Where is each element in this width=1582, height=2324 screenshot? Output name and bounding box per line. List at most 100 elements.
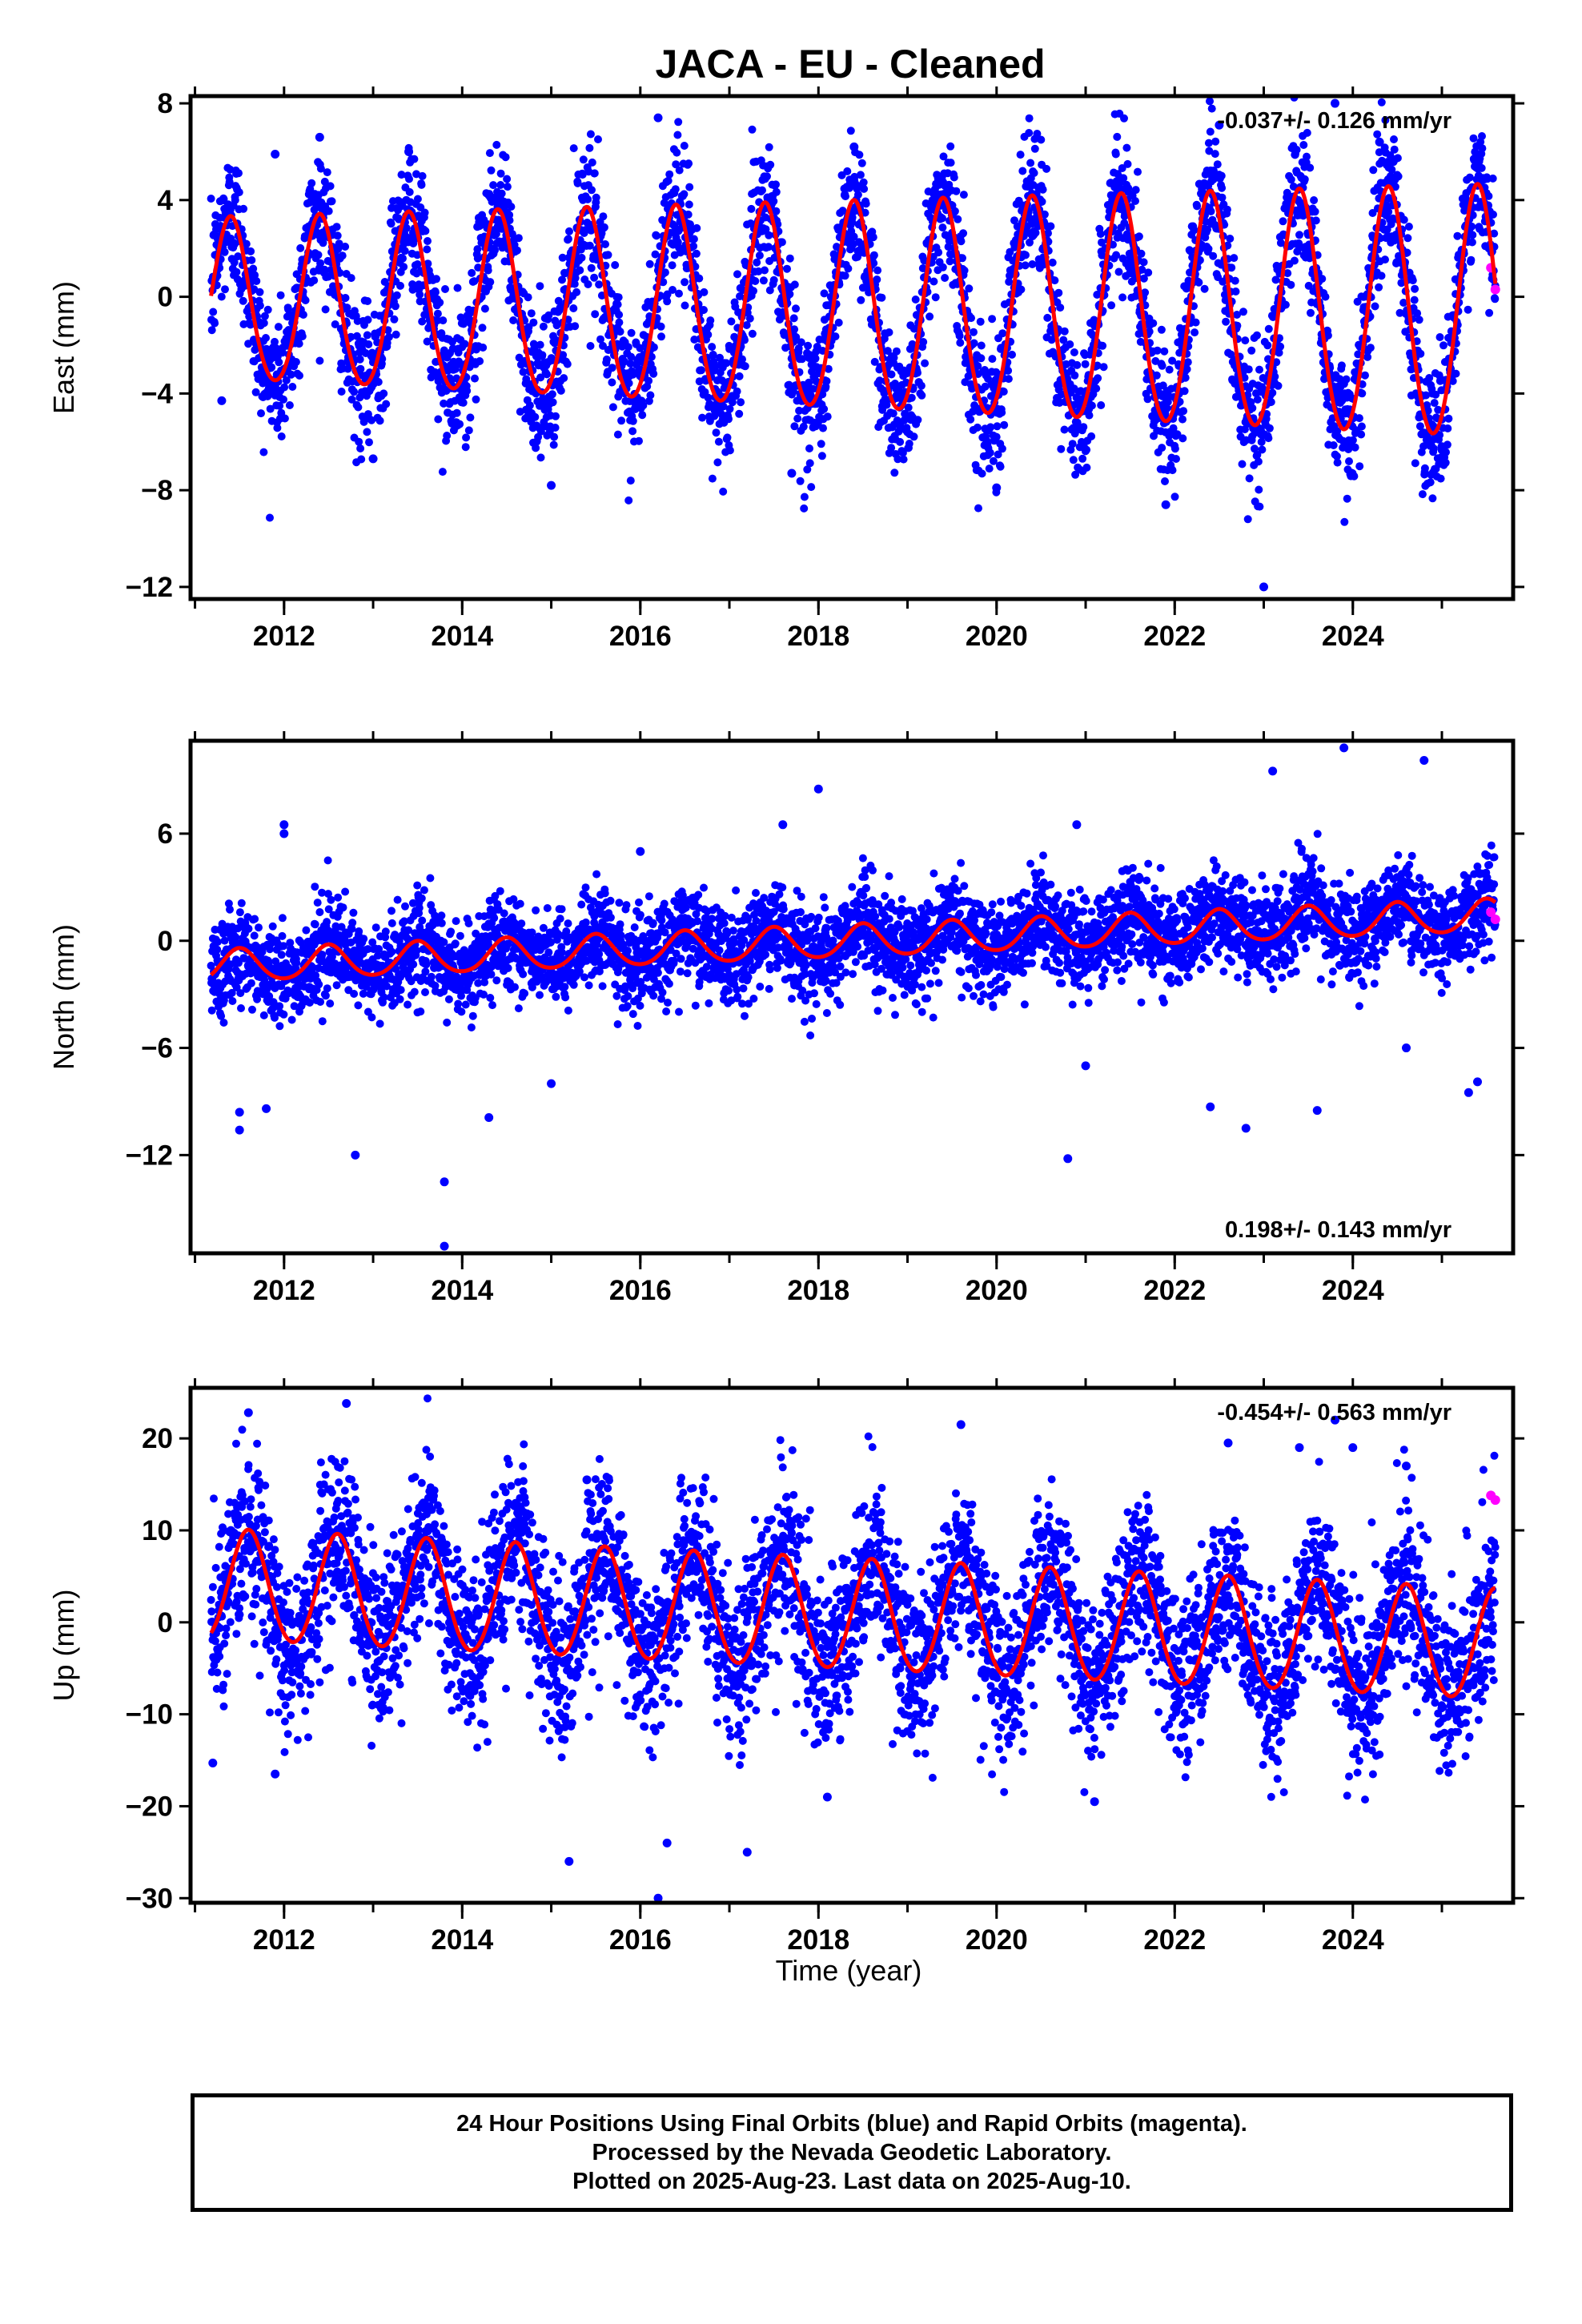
data-point xyxy=(1390,145,1399,154)
rate-annotation: -0.037+/- 0.126 mm/yr xyxy=(1217,108,1452,134)
data-point xyxy=(800,493,809,501)
data-point xyxy=(1050,276,1059,285)
data-point xyxy=(834,318,843,327)
data-point xyxy=(599,341,607,350)
data-point xyxy=(957,237,966,246)
data-point xyxy=(259,1011,268,1019)
data-point xyxy=(789,314,798,323)
data-point xyxy=(1429,444,1438,453)
data-point xyxy=(1099,363,1108,372)
data-point xyxy=(364,340,373,348)
data-point xyxy=(486,278,495,287)
data-point xyxy=(220,247,229,256)
data-point xyxy=(1345,457,1353,465)
data-point xyxy=(685,159,693,168)
data-point xyxy=(795,406,804,415)
data-point xyxy=(766,160,775,169)
data-point xyxy=(639,401,648,410)
data-point xyxy=(930,277,938,286)
data-point xyxy=(893,455,902,464)
data-point xyxy=(892,347,901,356)
data-point xyxy=(354,403,363,412)
data-point xyxy=(608,364,616,372)
data-point xyxy=(571,322,580,331)
data-point xyxy=(844,264,853,273)
data-point xyxy=(885,328,893,336)
data-point xyxy=(1426,478,1435,487)
data-point xyxy=(356,364,365,373)
data-point xyxy=(378,355,387,364)
data-point xyxy=(1111,150,1120,159)
data-point xyxy=(748,125,757,134)
data-point xyxy=(675,289,683,298)
data-point xyxy=(1137,249,1146,258)
data-point xyxy=(1180,387,1189,396)
data-point xyxy=(748,329,757,338)
data-point xyxy=(249,264,258,273)
data-point xyxy=(436,298,444,307)
data-point xyxy=(869,251,878,259)
data-point xyxy=(889,409,897,418)
data-point xyxy=(382,400,391,408)
data-point xyxy=(400,263,408,271)
data-point xyxy=(797,355,806,364)
data-point xyxy=(635,436,643,445)
data-point xyxy=(722,359,731,368)
data-point xyxy=(803,465,812,474)
data-point xyxy=(1069,456,1078,464)
data-point xyxy=(1113,132,1122,141)
data-point xyxy=(432,275,440,283)
data-point xyxy=(323,856,332,865)
data-point xyxy=(663,297,672,306)
data-point xyxy=(976,317,985,326)
data-point xyxy=(672,160,681,169)
data-point xyxy=(250,931,259,940)
data-point xyxy=(338,251,347,260)
data-point xyxy=(464,426,473,435)
data-point xyxy=(616,328,624,336)
data-point xyxy=(1227,263,1236,272)
data-point xyxy=(1318,275,1327,283)
data-point xyxy=(277,432,286,440)
data-point xyxy=(873,275,881,283)
data-point xyxy=(790,325,799,334)
data-point xyxy=(624,343,632,352)
data-point xyxy=(783,264,791,273)
data-point xyxy=(1131,197,1139,205)
y-tick-label: −8 xyxy=(141,475,173,506)
data-point xyxy=(615,318,624,327)
data-point xyxy=(460,340,469,348)
data-point xyxy=(287,1015,296,1024)
chart-title: JACA - EU - Cleaned xyxy=(655,42,1045,86)
data-point xyxy=(280,383,289,392)
data-point xyxy=(381,927,390,936)
data-point xyxy=(697,366,705,375)
data-point xyxy=(1158,444,1166,452)
data-point xyxy=(548,398,557,407)
outlier-point xyxy=(1331,99,1340,108)
data-point xyxy=(708,474,717,483)
data-point xyxy=(452,408,461,417)
data-point xyxy=(355,437,363,446)
data-point xyxy=(870,357,879,366)
y-tick-label: 0 xyxy=(158,282,173,313)
data-point xyxy=(725,415,733,424)
data-point xyxy=(301,296,310,304)
data-point xyxy=(704,330,713,339)
data-point xyxy=(459,398,468,407)
data-point xyxy=(221,285,229,294)
data-point xyxy=(503,175,512,183)
data-point xyxy=(327,197,336,206)
data-point xyxy=(931,293,940,302)
data-point xyxy=(217,292,226,301)
data-point xyxy=(307,179,316,187)
data-point xyxy=(959,229,968,238)
data-point xyxy=(513,246,521,255)
data-point xyxy=(898,448,907,457)
data-point xyxy=(319,239,327,247)
data-point xyxy=(765,143,773,151)
data-point xyxy=(1464,305,1472,314)
data-point xyxy=(1351,443,1359,452)
data-point xyxy=(1452,369,1460,378)
outlier-point xyxy=(653,113,663,123)
